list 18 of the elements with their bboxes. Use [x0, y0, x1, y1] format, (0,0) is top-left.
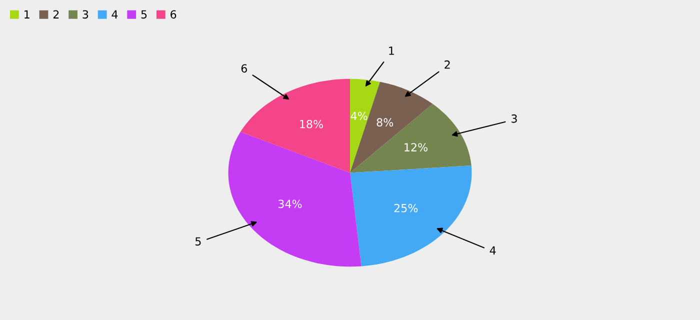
data-label: 18%	[300, 120, 323, 128]
data-label: 8%	[376, 118, 394, 127]
slice-label: 6	[241, 64, 247, 73]
data-label: 25%	[394, 204, 418, 212]
legend-label: 5	[141, 10, 147, 19]
slice-label: 4	[490, 246, 496, 254]
legend-label: 4	[112, 10, 118, 18]
legend-label: 6	[170, 10, 176, 19]
slice-label: 1	[389, 46, 394, 55]
data-label: 34%	[278, 200, 302, 208]
legend-label: 1	[24, 10, 30, 18]
legend-label: 2	[53, 10, 59, 18]
slice-label: 3	[512, 114, 517, 123]
data-label: 4%	[350, 112, 368, 120]
slice-label: 2	[444, 60, 450, 69]
data-label: 12%	[404, 143, 428, 152]
legend-label: 3	[82, 10, 88, 19]
slice-label: 5	[195, 237, 201, 246]
